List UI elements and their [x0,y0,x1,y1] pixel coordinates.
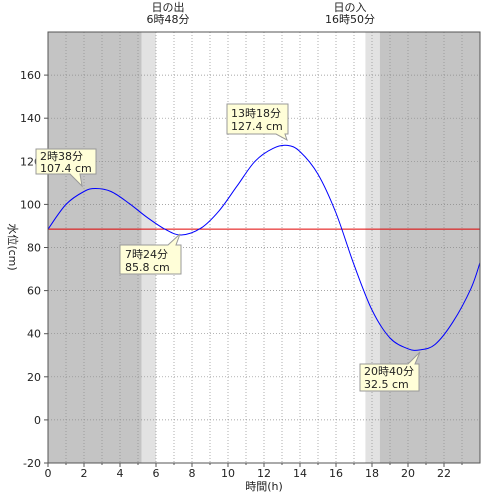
y-tick-label: 100 [20,198,41,211]
y-tick-label: 80 [27,242,41,255]
callout-low-1-time: 7時24分 [125,248,168,261]
x-tick-label: 10 [221,467,235,480]
x-tick-label: 16 [329,467,343,480]
x-axis: 0 2 4 6 8 10 12 14 16 18 20 22 [45,463,463,480]
tide-curve [47,144,481,351]
callout-low-2-time: 20時40分 [364,365,414,378]
x-tick-label: 12 [257,467,271,480]
y-tick-label: 20 [27,371,41,384]
callout-low-2-level: 32.5 cm [364,378,409,391]
callout-high-2-level: 127.4 cm [231,120,283,133]
y-tick-label: 140 [20,112,41,125]
x-axis-title: 時間(h) [245,480,283,493]
callout-high-2-time: 13時18分 [231,107,281,120]
x-tick-label: 22 [437,467,451,480]
callout-high-1-level: 107.4 cm [40,162,92,175]
callout-low-2: 20時40分 32.5 cm [359,351,421,392]
x-tick-label: 8 [189,467,196,480]
x-tick-label: 6 [153,467,160,480]
x-tick-label: 0 [45,467,52,480]
sunrise-time: 6時48分 [147,13,190,26]
y-tick-label: 0 [34,414,41,427]
y-tick-label: 160 [20,69,41,82]
sunrise-label: 日の出 [152,0,185,14]
callout-low-1: 7時24分 85.8 cm [119,233,182,275]
sunset-label: 日の入 [334,1,367,14]
y-axis-title: 水位(cm) [6,223,20,270]
x-tick-label: 4 [117,467,124,480]
y-tick-label: 60 [27,285,41,298]
sunset-time: 16時50分 [325,13,375,26]
x-tick-label: 14 [293,467,307,480]
callout-low-1-level: 85.8 cm [125,261,170,274]
x-tick-label: 2 [81,467,88,480]
callout-high-1: 2時38分 107.4 cm [35,148,97,188]
x-tick-label: 18 [365,467,379,480]
x-tick-label: 20 [401,467,415,480]
y-tick-label: -20 [23,457,41,470]
callout-high-2: 13時18分 127.4 cm [226,103,289,142]
callout-high-1-time: 2時38分 [40,150,83,163]
y-tick-label: 40 [27,328,41,341]
